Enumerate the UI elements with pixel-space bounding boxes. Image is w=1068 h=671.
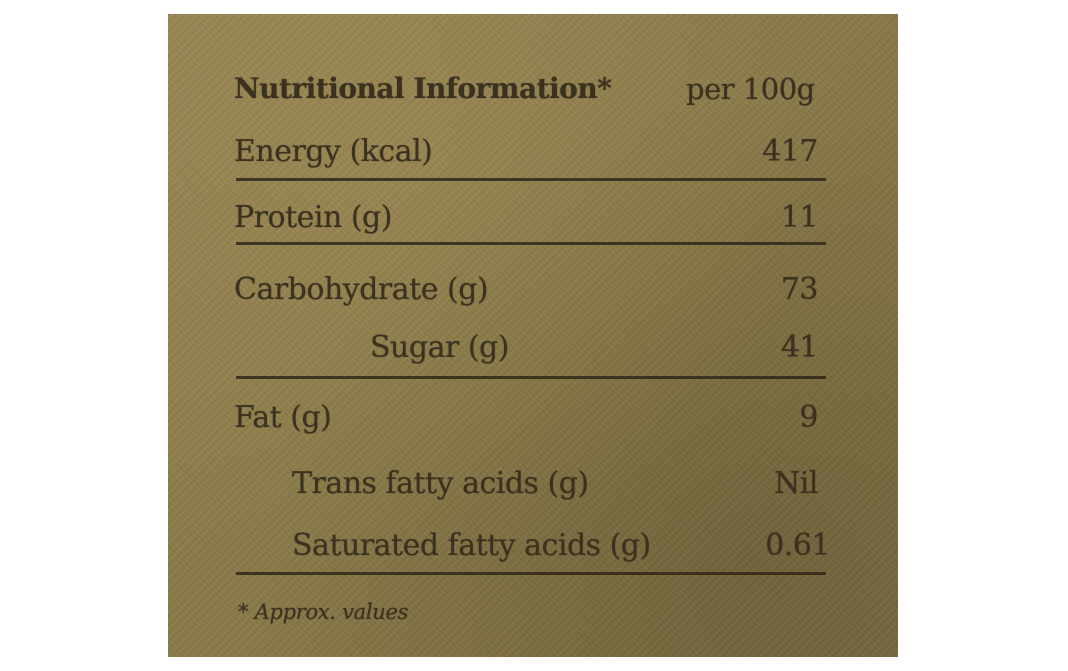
- row-value: Nil: [774, 466, 818, 501]
- footnote: * Approx. values: [238, 600, 409, 624]
- row-name: Energy (kcal): [234, 134, 433, 169]
- row-name: Sugar (g): [370, 330, 509, 365]
- divider: [236, 376, 826, 379]
- row-value: 0.61: [765, 528, 830, 563]
- row-value: 417: [762, 134, 818, 169]
- row-value: 11: [780, 200, 819, 235]
- row-name: Trans fatty acids (g): [292, 466, 589, 501]
- nutrition-label-photo: Nutritional Information* per 100g Energy…: [168, 14, 898, 657]
- table-title: Nutritional Information*: [234, 72, 612, 105]
- row-name: Saturated fatty acids (g): [292, 528, 651, 563]
- table-unit: per 100g: [686, 72, 815, 106]
- row-name: Protein (g): [234, 200, 392, 235]
- row-value: 41: [780, 330, 819, 365]
- divider: [236, 572, 826, 575]
- row-value: 9: [799, 400, 818, 435]
- row-name: Carbohydrate (g): [234, 272, 489, 307]
- row-value: 73: [780, 272, 819, 307]
- divider: [236, 242, 826, 245]
- row-name: Fat (g): [234, 400, 332, 435]
- divider: [236, 178, 826, 181]
